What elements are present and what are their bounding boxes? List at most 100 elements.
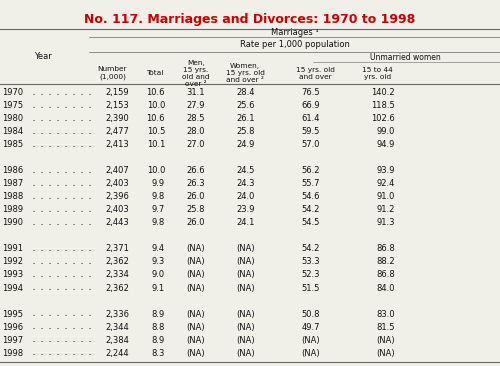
Text: 86.8: 86.8 [376,244,395,253]
Text: 9.4: 9.4 [152,244,165,253]
Text: 84.0: 84.0 [376,284,395,292]
Text: 1991: 1991 [2,244,24,253]
Text: 2,159: 2,159 [106,88,129,97]
Text: 28.0: 28.0 [186,127,205,136]
Text: 102.6: 102.6 [371,114,395,123]
Text: 2,403: 2,403 [105,205,129,214]
Text: 10.0: 10.0 [146,101,165,110]
Text: 2,407: 2,407 [105,166,129,175]
Text: 31.1: 31.1 [186,88,205,97]
Text: 1989: 1989 [2,205,24,214]
Text: . . . . . . . .: . . . . . . . . [32,246,92,252]
Text: 24.3: 24.3 [236,179,255,188]
Text: 26.1: 26.1 [236,114,255,123]
Text: Men,
15 yrs.
old and
over ²: Men, 15 yrs. old and over ² [182,60,210,87]
Text: . . . . . . . .: . . . . . . . . [32,103,92,109]
Text: (NA): (NA) [186,349,205,358]
Text: 1987: 1987 [2,179,24,188]
Text: 91.2: 91.2 [376,205,395,214]
Text: 2,336: 2,336 [105,310,129,318]
Text: (NA): (NA) [186,270,205,280]
Text: . . . . . . . .: . . . . . . . . [32,116,92,122]
Text: 26.0: 26.0 [186,219,205,227]
Text: (NA): (NA) [236,310,255,318]
Text: 1975: 1975 [2,101,24,110]
Text: 8.9: 8.9 [152,310,165,318]
Text: (NA): (NA) [186,244,205,253]
Text: 81.5: 81.5 [376,322,395,332]
Text: 50.8: 50.8 [302,310,320,318]
Text: 1992: 1992 [2,257,24,266]
Text: 1994: 1994 [2,284,24,292]
Text: Marriages ¹: Marriages ¹ [271,29,319,37]
Text: 9.8: 9.8 [152,193,165,201]
Text: . . . . . . . .: . . . . . . . . [32,272,92,278]
Text: 1990: 1990 [2,219,24,227]
Text: 140.2: 140.2 [372,88,395,97]
Text: 61.4: 61.4 [302,114,320,123]
Text: 66.9: 66.9 [302,101,320,110]
Text: (NA): (NA) [186,322,205,332]
Text: 2,396: 2,396 [105,193,129,201]
Text: 56.2: 56.2 [302,166,320,175]
Text: (NA): (NA) [236,284,255,292]
Text: 26.0: 26.0 [186,193,205,201]
Text: 92.4: 92.4 [376,179,395,188]
Text: 2,390: 2,390 [105,114,129,123]
Text: 25.8: 25.8 [236,127,255,136]
Text: (NA): (NA) [186,310,205,318]
Text: 9.8: 9.8 [152,219,165,227]
Text: 27.9: 27.9 [186,101,205,110]
Text: 2,153: 2,153 [105,101,129,110]
Text: Number
(1,000): Number (1,000) [98,67,127,80]
Text: 24.5: 24.5 [236,166,255,175]
Text: 25.8: 25.8 [186,205,205,214]
Text: 2,244: 2,244 [106,349,129,358]
Text: 2,334: 2,334 [105,270,129,280]
Text: 9.9: 9.9 [152,179,165,188]
Text: 9.1: 9.1 [152,284,165,292]
Text: 54.6: 54.6 [302,193,320,201]
Text: . . . . . . . .: . . . . . . . . [32,168,92,174]
Text: (NA): (NA) [376,336,395,345]
Text: 118.5: 118.5 [371,101,395,110]
Text: (NA): (NA) [302,336,320,345]
Text: 10.6: 10.6 [146,114,165,123]
Text: 54.2: 54.2 [302,244,320,253]
Text: 10.5: 10.5 [146,127,165,136]
Text: 9.7: 9.7 [152,205,165,214]
Text: 94.9: 94.9 [376,140,395,149]
Text: 1970: 1970 [2,88,24,97]
Text: Total: Total [146,70,164,76]
Text: (NA): (NA) [236,270,255,280]
Text: . . . . . . . .: . . . . . . . . [32,324,92,330]
Text: 1985: 1985 [2,140,24,149]
Text: . . . . . . . .: . . . . . . . . [32,194,92,200]
Text: . . . . . . . .: . . . . . . . . [32,285,92,291]
Text: 2,413: 2,413 [105,140,129,149]
Text: 24.0: 24.0 [236,193,255,201]
Text: 2,362: 2,362 [105,257,129,266]
Text: 15 to 44
yrs. old: 15 to 44 yrs. old [362,67,393,80]
Text: 99.0: 99.0 [376,127,395,136]
Text: 10.6: 10.6 [146,88,165,97]
Text: (NA): (NA) [236,244,255,253]
Text: 9.3: 9.3 [152,257,165,266]
Text: 57.0: 57.0 [302,140,320,149]
Text: 2,443: 2,443 [105,219,129,227]
Text: 2,403: 2,403 [105,179,129,188]
Text: . . . . . . . .: . . . . . . . . [32,129,92,135]
Text: 26.6: 26.6 [186,166,205,175]
Text: . . . . . . . .: . . . . . . . . [32,207,92,213]
Text: 8.9: 8.9 [152,336,165,345]
Text: . . . . . . . .: . . . . . . . . [32,311,92,317]
Text: 28.5: 28.5 [186,114,205,123]
Text: 52.3: 52.3 [302,270,320,280]
Text: (NA): (NA) [186,257,205,266]
Text: 2,344: 2,344 [105,322,129,332]
Text: 49.7: 49.7 [302,322,320,332]
Text: (NA): (NA) [186,336,205,345]
Text: 1980: 1980 [2,114,24,123]
Text: . . . . . . . .: . . . . . . . . [32,220,92,226]
Text: (NA): (NA) [302,349,320,358]
